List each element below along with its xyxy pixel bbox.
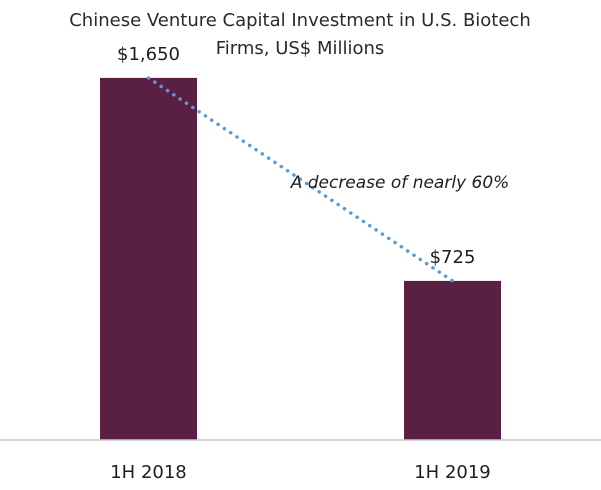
x-tick-label-1h-2019: 1H 2019 [414,462,491,483]
chart-title-line-1: Chinese Venture Capital Investment in U.… [69,10,531,31]
x-tick-label-1h-2018: 1H 2018 [110,462,187,483]
bar-1h-2019 [404,280,501,440]
bars-layer [100,77,501,441]
labels-layer: $1,650 1H 2018 $725 1H 2019 [110,44,491,483]
trend-layer [146,76,455,283]
chart-title-line-2: Firms, US$ Millions [216,38,385,59]
trend-line [146,76,455,283]
data-label-1h-2018: $1,650 [117,44,180,65]
bar-1h-2018 [100,77,197,441]
trend-annotation: A decrease of nearly 60% [290,173,510,193]
data-label-1h-2019: $725 [430,247,476,268]
